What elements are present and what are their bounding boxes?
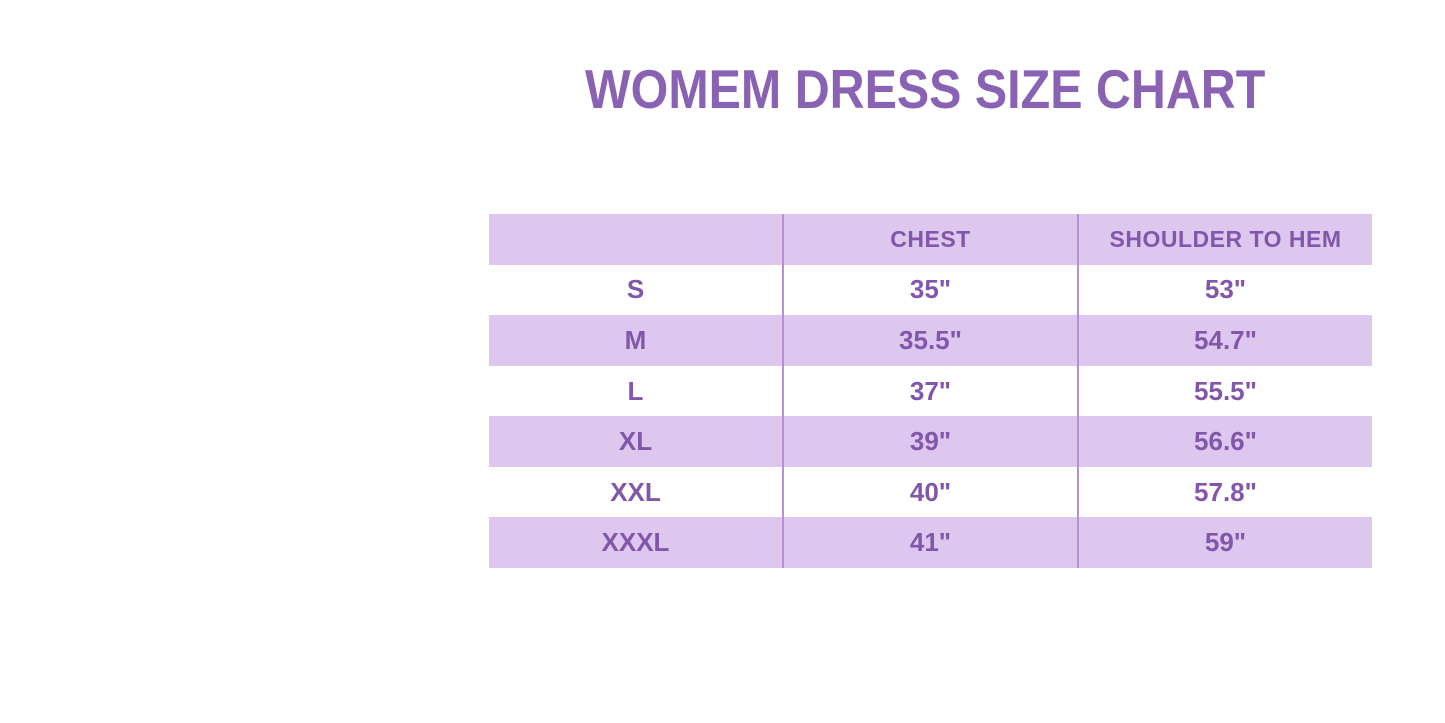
chest-cell: 37" — [782, 365, 1079, 417]
size-cell: S — [626, 274, 645, 305]
header-cell-chest: CHEST — [782, 214, 1079, 265]
page-title-text: WOMEM DRESS SIZE CHART — [585, 58, 1266, 120]
size-cell: XL — [618, 426, 653, 457]
shoulder-to-hem-cell: 59" — [1204, 527, 1247, 558]
table-row: XXL 40" 57.8" — [489, 466, 1372, 518]
size-cell: XXXL — [601, 527, 670, 558]
shoulder-to-hem-cell: 57.8" — [1194, 476, 1257, 507]
chest-cell: 35" — [782, 264, 1079, 316]
size-cell: M — [624, 324, 647, 355]
shoulder-to-hem-cell: 53" — [1204, 274, 1247, 305]
size-cell: XXL — [610, 476, 661, 507]
chest-cell: 41" — [782, 517, 1079, 569]
size-chart-table: CHEST SHOULDER TO HEM S 35" 53" M 35.5" … — [489, 214, 1372, 569]
header-cell-size — [489, 214, 782, 265]
chest-cell: 40" — [782, 466, 1079, 518]
shoulder-to-hem-cell: 55.5" — [1194, 375, 1257, 406]
size-cell: L — [627, 375, 644, 406]
shoulder-to-hem-cell: 54.7" — [1194, 324, 1257, 355]
table-header-row: CHEST SHOULDER TO HEM — [489, 214, 1372, 265]
chest-cell: 35.5" — [782, 315, 1079, 366]
header-cell-shoulder-to-hem: SHOULDER TO HEM — [1109, 225, 1342, 252]
table-row: L 37" 55.5" — [489, 365, 1372, 417]
table-row: S 35" 53" — [489, 264, 1372, 316]
table-row: M 35.5" 54.7" — [489, 315, 1372, 366]
table-row: XXXL 41" 59" — [489, 517, 1372, 569]
shoulder-to-hem-cell: 56.6" — [1194, 426, 1257, 457]
page-title: WOMEM DRESS SIZE CHART — [585, 62, 1358, 117]
chest-cell: 39" — [782, 416, 1079, 467]
table-row: XL 39" 56.6" — [489, 416, 1372, 467]
